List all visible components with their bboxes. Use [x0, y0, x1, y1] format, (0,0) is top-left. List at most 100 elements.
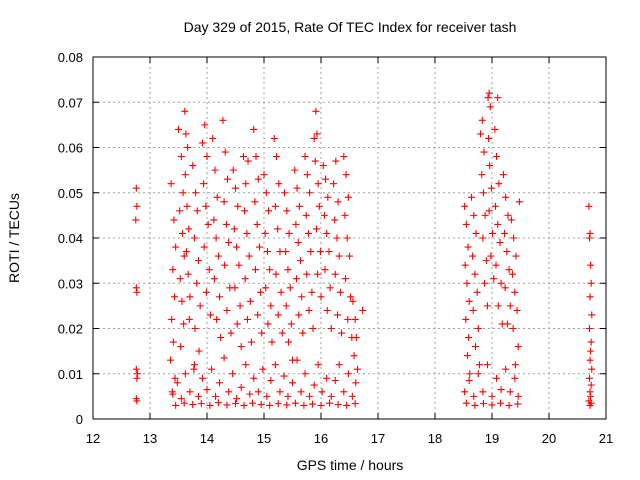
data-point — [586, 401, 594, 409]
y-tick-label: 0 — [76, 412, 83, 427]
data-point — [585, 234, 593, 242]
data-point — [327, 325, 335, 332]
data-point — [273, 153, 281, 161]
data-point — [177, 343, 185, 351]
data-point — [490, 275, 498, 283]
data-point — [283, 207, 291, 215]
data-point — [587, 338, 595, 346]
data-point — [465, 297, 473, 305]
data-point — [331, 377, 339, 385]
data-point — [515, 198, 523, 206]
data-point — [280, 372, 288, 380]
y-axis-label: ROTI / TECUs — [6, 193, 22, 283]
data-point — [220, 198, 228, 206]
data-point — [330, 180, 338, 188]
data-point — [245, 252, 253, 260]
data-point — [461, 388, 469, 396]
data-point — [171, 293, 179, 301]
data-point — [342, 275, 350, 283]
data-point — [470, 392, 478, 400]
data-point — [213, 193, 221, 201]
data-point — [587, 347, 595, 355]
data-point — [314, 180, 322, 188]
data-point — [302, 211, 310, 219]
data-point — [266, 401, 274, 409]
data-point — [246, 390, 254, 398]
data-point — [471, 343, 479, 351]
y-tick-label: 0.01 — [58, 367, 83, 382]
data-point — [190, 361, 198, 369]
data-point — [210, 275, 218, 283]
data-point — [247, 338, 255, 346]
data-point — [194, 392, 202, 400]
data-point — [485, 207, 493, 215]
data-point — [485, 89, 493, 97]
data-point — [463, 352, 471, 360]
data-point — [466, 370, 474, 378]
data-point — [237, 343, 245, 351]
data-point — [474, 370, 482, 378]
data-point — [182, 248, 190, 256]
data-point — [479, 400, 487, 408]
data-point — [478, 116, 486, 124]
data-point — [132, 216, 140, 224]
data-point — [271, 361, 279, 369]
data-point — [303, 270, 311, 278]
data-point — [293, 184, 301, 192]
data-point — [311, 157, 319, 165]
data-point — [241, 275, 249, 283]
data-point — [344, 315, 352, 323]
data-point — [254, 388, 262, 396]
data-point — [233, 243, 241, 251]
data-point — [312, 107, 320, 115]
data-point — [274, 225, 282, 233]
data-point — [239, 153, 247, 161]
data-point — [464, 243, 472, 251]
data-point — [216, 379, 224, 387]
data-point — [465, 377, 473, 385]
data-point — [506, 302, 514, 310]
data-point — [255, 243, 263, 251]
data-point — [261, 229, 269, 237]
data-point — [586, 229, 594, 237]
data-point — [587, 261, 595, 269]
data-point — [482, 257, 490, 265]
data-point — [298, 293, 306, 301]
data-point — [310, 381, 318, 389]
data-point — [497, 386, 505, 394]
data-point — [331, 216, 339, 224]
data-point — [343, 234, 351, 242]
data-point — [324, 193, 332, 201]
data-point — [585, 374, 593, 382]
data-point — [194, 257, 202, 265]
data-point — [503, 320, 511, 328]
data-point — [169, 338, 177, 346]
data-point — [176, 207, 184, 215]
data-point — [227, 329, 235, 337]
data-point — [257, 401, 265, 409]
data-point — [511, 361, 519, 369]
data-point — [195, 347, 203, 355]
data-point — [284, 266, 292, 274]
data-point — [507, 216, 515, 224]
data-point — [477, 130, 485, 138]
data-point — [193, 207, 201, 215]
data-point — [480, 148, 488, 156]
data-point — [250, 125, 258, 133]
data-point — [343, 401, 351, 409]
data-point — [209, 134, 217, 142]
data-point — [229, 166, 237, 174]
data-point — [266, 266, 274, 274]
data-point — [492, 261, 500, 269]
data-point — [586, 356, 594, 364]
y-tick-label: 0.06 — [58, 141, 83, 156]
data-point — [181, 107, 189, 115]
data-point — [253, 220, 261, 228]
data-point — [229, 370, 237, 378]
data-point — [175, 125, 182, 133]
data-point — [181, 171, 189, 179]
data-point — [307, 248, 315, 256]
data-point — [171, 374, 179, 382]
x-tick-label: 17 — [371, 431, 385, 446]
